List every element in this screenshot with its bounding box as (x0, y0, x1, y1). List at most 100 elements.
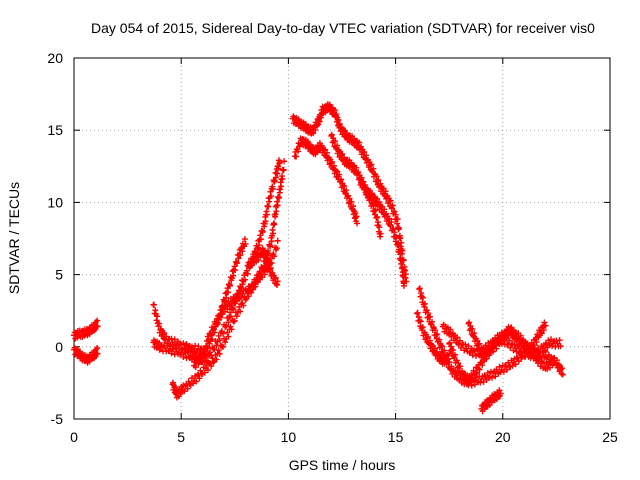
data-point (376, 198, 383, 205)
chart-title: Day 054 of 2015, Sidereal Day-to-day VTE… (91, 20, 595, 36)
data-point (376, 224, 383, 231)
data-point (550, 338, 557, 345)
data-point (273, 245, 280, 252)
data-point (389, 202, 396, 209)
data-point (341, 183, 348, 190)
data-point (374, 213, 381, 220)
data-point (317, 114, 324, 121)
data-point (424, 333, 431, 340)
series-sat-o (414, 309, 453, 368)
data-point (350, 203, 357, 210)
data-point (207, 349, 214, 356)
data-point (150, 301, 157, 308)
series-sat-i (203, 237, 281, 345)
data-point (400, 273, 407, 280)
data-point (434, 331, 441, 338)
data-point (228, 326, 235, 333)
data-point (417, 318, 424, 325)
data-point (441, 347, 448, 354)
data-point (199, 355, 206, 362)
data-point (233, 298, 240, 305)
data-point (259, 245, 266, 252)
data-point (215, 347, 222, 354)
data-point (271, 253, 278, 260)
data-point (161, 329, 168, 336)
data-point (222, 323, 229, 330)
data-point (181, 388, 188, 395)
data-point (268, 259, 275, 266)
data-point (505, 359, 512, 366)
data-point (469, 325, 476, 332)
data-point (394, 216, 401, 223)
data-point (361, 148, 368, 155)
data-point (459, 367, 466, 374)
data-point (436, 336, 443, 343)
data-point (447, 326, 454, 333)
data-point (432, 345, 439, 352)
data-point (197, 367, 204, 374)
data-point (559, 365, 566, 372)
data-point (168, 350, 175, 357)
data-point (498, 340, 505, 347)
data-point (274, 278, 281, 285)
series-sat-s (478, 387, 504, 415)
data-point (248, 262, 255, 269)
data-point (322, 146, 329, 153)
data-point (476, 366, 483, 373)
data-point (348, 198, 355, 205)
data-point (426, 337, 433, 344)
data-point (476, 340, 483, 347)
data-point (237, 252, 244, 259)
y-tick-label: 5 (55, 267, 63, 283)
data-point (268, 238, 275, 245)
data-point (446, 350, 453, 357)
data-point (375, 177, 382, 184)
axis-ticks: 0 5 10 15 20 25 -5 0 5 10 15 20 (47, 50, 618, 445)
x-tick-label: 20 (495, 429, 511, 445)
data-point (496, 387, 503, 394)
data-point (171, 336, 178, 343)
data-point (355, 169, 362, 176)
data-point (479, 362, 486, 369)
data-point (486, 352, 493, 359)
data-point (274, 170, 281, 177)
data-point (237, 308, 244, 315)
data-point (188, 346, 195, 353)
data-point (314, 122, 321, 129)
data-point (356, 139, 363, 146)
data-point (231, 317, 238, 324)
data-point (387, 197, 394, 204)
data-point (481, 406, 488, 413)
data-point (195, 360, 202, 367)
data-point (451, 351, 458, 358)
data-point (396, 248, 403, 255)
data-point (213, 356, 220, 363)
data-point (277, 186, 284, 193)
data-point (331, 106, 338, 113)
data-point (234, 260, 241, 267)
data-point (500, 368, 507, 375)
data-point (261, 271, 268, 278)
data-point (276, 159, 283, 166)
data-point (225, 319, 232, 326)
data-point (374, 195, 381, 202)
data-point (246, 287, 253, 294)
data-point (515, 358, 522, 365)
data-point (252, 283, 259, 290)
x-tick-label: 10 (281, 429, 297, 445)
data-point (343, 187, 350, 194)
data-point (449, 370, 456, 377)
data-point (428, 342, 435, 349)
y-axis-label: SDTVAR / TECUs (6, 182, 22, 294)
data-point (310, 130, 317, 137)
series-sat-l (328, 131, 384, 240)
series-sat-e (169, 158, 288, 401)
data-point (220, 330, 227, 337)
data-point (395, 240, 402, 247)
data-point (211, 346, 218, 353)
data-point (183, 340, 190, 347)
data-point (224, 329, 231, 336)
data-point (416, 317, 423, 324)
data-point (336, 120, 343, 127)
